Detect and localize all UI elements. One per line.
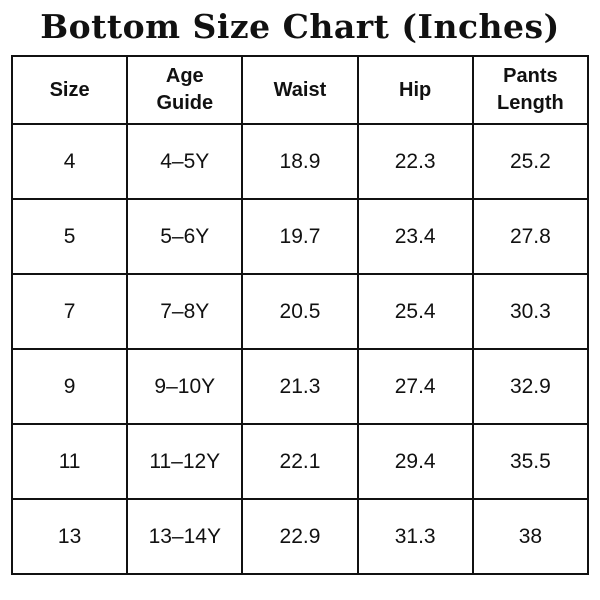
cell-size: 7 [10,273,129,350]
cell-waist: 21.3 [241,348,359,425]
cell-age-guide: 7–8Y [126,273,244,350]
cell-waist: 20.5 [241,273,359,350]
table-row: 9 9–10Y 21.3 27.4 32.9 [10,348,590,425]
cell-hip: 29.4 [356,423,474,500]
cell-hip: 23.4 [356,198,474,275]
cell-size: 5 [10,198,129,275]
cell-pants-length: 27.8 [471,198,590,275]
cell-size: 9 [10,348,129,425]
cell-age-guide: 9–10Y [126,348,244,425]
table-row: 11 11–12Y 22.1 29.4 35.5 [10,423,590,500]
table-row: 5 5–6Y 19.7 23.4 27.8 [10,198,590,275]
cell-hip: 31.3 [356,498,474,575]
cell-hip: 22.3 [356,123,474,200]
header-row: Size Age Guide Waist Hip Pants Length [10,55,590,125]
cell-waist: 22.9 [241,498,359,575]
table-body: 4 4–5Y 18.9 22.3 25.2 5 5–6Y 19.7 23.4 2… [10,123,590,575]
column-header-waist: Waist [241,55,359,125]
cell-age-guide: 4–5Y [126,123,244,200]
cell-pants-length: 35.5 [471,423,590,500]
page-title: Bottom Size Chart (Inches) [40,7,560,46]
column-header-age-guide: Age Guide [126,55,244,125]
table-row: 7 7–8Y 20.5 25.4 30.3 [10,273,590,350]
column-header-hip: Hip [356,55,474,125]
cell-size: 4 [10,123,129,200]
cell-hip: 27.4 [356,348,474,425]
table-row: 13 13–14Y 22.9 31.3 38 [10,498,590,575]
cell-size: 13 [10,498,129,575]
table-row: 4 4–5Y 18.9 22.3 25.2 [10,123,590,200]
cell-waist: 18.9 [241,123,359,200]
column-header-size: Size [10,55,129,125]
table-header: Size Age Guide Waist Hip Pants Length [10,55,590,125]
cell-pants-length: 32.9 [471,348,590,425]
cell-age-guide: 5–6Y [126,198,244,275]
cell-age-guide: 13–14Y [126,498,244,575]
cell-age-guide: 11–12Y [126,423,244,500]
cell-waist: 22.1 [241,423,359,500]
cell-hip: 25.4 [356,273,474,350]
cell-pants-length: 38 [471,498,590,575]
size-chart-table: Size Age Guide Waist Hip Pants Length 4 … [10,55,590,575]
cell-waist: 19.7 [241,198,359,275]
cell-pants-length: 25.2 [471,123,590,200]
column-header-pants-length: Pants Length [471,55,590,125]
cell-size: 11 [10,423,129,500]
cell-pants-length: 30.3 [471,273,590,350]
